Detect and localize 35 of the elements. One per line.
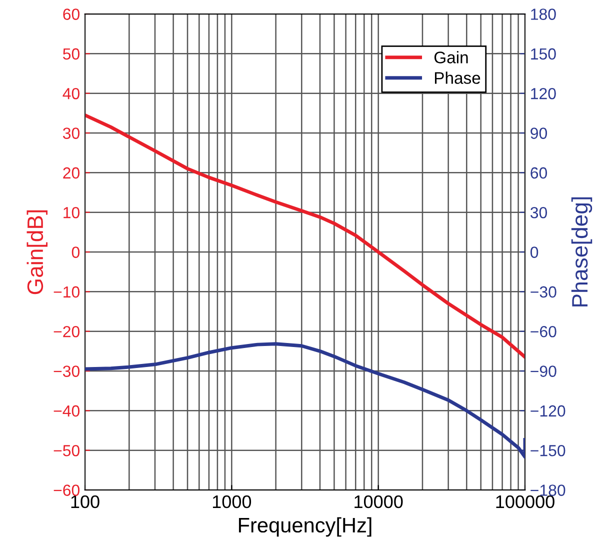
y2-tick-label: −150 (530, 444, 566, 456)
y2-tick-label: 0 (530, 246, 538, 258)
y-tick-label: 20 (63, 167, 80, 179)
legend-label: Gain (434, 51, 468, 64)
y-tick-label: −20 (54, 326, 80, 338)
y2-tick-label: −60 (530, 326, 556, 338)
y2-tick-label: −90 (530, 366, 556, 377)
y-tick-label: 60 (63, 8, 80, 20)
y2-tick-label: 60 (530, 167, 547, 179)
y-tick-label: −60 (54, 484, 80, 496)
y2-tick-label: −120 (530, 405, 566, 417)
y2-tick-label: 30 (530, 206, 547, 218)
x-tick-label: 100000 (496, 495, 554, 508)
x-axis-title: Frequency[Hz] (238, 517, 372, 537)
y-tick-label: 0 (72, 246, 80, 258)
legend-label: Phase (434, 72, 480, 84)
y-axis-title: Gain[dB] (26, 210, 48, 294)
y2-axis-title: Phase[deg] (571, 197, 592, 306)
y2-tick-label: 120 (531, 88, 556, 100)
y-tick-label: −40 (54, 405, 80, 417)
y-tick-label: −10 (54, 286, 80, 298)
y2-tick-label: 150 (531, 48, 556, 60)
y-tick-label: −30 (54, 366, 80, 377)
y-tick-label: 50 (63, 48, 80, 60)
y-tick-label: 10 (64, 206, 80, 218)
y2-tick-label: 180 (531, 8, 556, 20)
x-tick-label: 1000 (212, 495, 252, 508)
y2-tick-label: −180 (530, 484, 566, 496)
x-tick-label: 100 (71, 495, 100, 508)
y2-tick-label: 90 (530, 128, 547, 139)
x-tick-label: 10000 (354, 495, 403, 508)
y2-tick-label: −30 (530, 286, 556, 298)
y-tick-label: −50 (54, 444, 80, 456)
y-tick-label: 30 (62, 128, 80, 139)
y-tick-label: 40 (62, 88, 80, 100)
